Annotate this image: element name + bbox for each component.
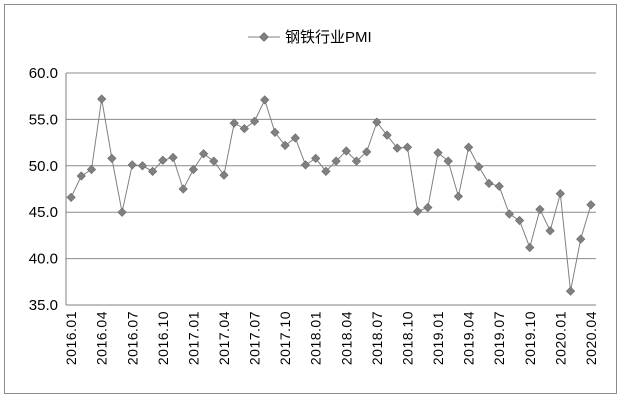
x-tick-label: 2019.10 xyxy=(522,311,538,365)
legend-marker-icon xyxy=(259,32,269,42)
data-point-marker xyxy=(413,206,423,216)
series-line xyxy=(70,98,592,292)
data-point-marker xyxy=(290,133,300,143)
data-point-marker xyxy=(321,166,331,176)
data-point-marker xyxy=(504,209,514,219)
x-tick-label: 2016.07 xyxy=(124,311,140,365)
x-tick-label: 2017.04 xyxy=(216,311,232,365)
data-point-marker xyxy=(158,155,168,165)
data-point-marker xyxy=(280,140,290,151)
x-tick-label: 2016.10 xyxy=(155,311,171,365)
x-tick-label: 2018.04 xyxy=(338,311,354,365)
data-point-marker xyxy=(300,160,311,170)
data-point-marker xyxy=(117,207,127,217)
x-tick-label: 2017.01 xyxy=(185,311,201,365)
data-point-marker xyxy=(239,124,249,134)
data-point-marker xyxy=(341,146,351,156)
data-point-marker xyxy=(168,152,178,163)
data-point-marker xyxy=(209,156,219,166)
data-point-marker xyxy=(178,184,188,194)
chart-frame xyxy=(4,4,617,394)
x-tick-label: 2017.07 xyxy=(247,311,263,365)
x-tick-labels: 2016.01 2016.04 2016.07 2016.10 2017.01 2017.… xyxy=(63,311,599,365)
data-point-marker xyxy=(443,156,453,166)
data-point-marker xyxy=(188,164,199,175)
data-point-marker xyxy=(127,160,137,170)
data-point-marker xyxy=(382,130,392,140)
data-point-marker xyxy=(402,142,413,152)
data-point-marker xyxy=(362,147,372,157)
x-tick-label: 2018.07 xyxy=(369,311,385,365)
y-tick-label: 35.0 xyxy=(29,297,58,314)
data-point-marker xyxy=(576,234,586,244)
x-tick-label: 2016.01 xyxy=(63,311,79,365)
x-tick-label: 2019.04 xyxy=(461,311,477,365)
x-tick-label: 2020.04 xyxy=(583,311,599,365)
data-point-marker xyxy=(494,181,504,191)
data-point-marker xyxy=(86,164,97,175)
legend: 钢铁行业PMI xyxy=(248,29,372,46)
data-point-marker xyxy=(514,215,525,226)
data-point-marker xyxy=(137,161,148,171)
data-point-marker xyxy=(260,95,270,105)
y-tick-label: 40.0 xyxy=(29,251,58,268)
y-tick-label: 50.0 xyxy=(29,158,58,175)
data-point-marker xyxy=(270,127,280,138)
x-tick-label: 2019.01 xyxy=(430,311,446,365)
data-point-marker xyxy=(555,189,565,199)
data-point-marker xyxy=(219,170,229,180)
y-tick-label: 60.0 xyxy=(29,65,58,82)
data-point-marker xyxy=(565,286,576,296)
data-point-marker xyxy=(433,148,443,158)
y-tick-labels: 35.0 40.0 45.0 50.0 55.0 60.0 xyxy=(29,65,58,314)
data-point-marker xyxy=(484,178,494,189)
data-point-marker xyxy=(97,94,107,104)
data-point-marker xyxy=(423,202,433,213)
data-point-marker xyxy=(453,191,464,202)
data-point-marker xyxy=(351,156,362,166)
data-point-marker xyxy=(525,242,535,253)
data-point-marker xyxy=(372,117,382,127)
y-tick-label: 55.0 xyxy=(29,111,58,128)
series-line-group xyxy=(70,98,592,292)
x-tick-label: 2017.10 xyxy=(277,311,293,365)
x-tick-label: 2018.01 xyxy=(308,311,324,365)
x-tick-label: 2020.01 xyxy=(552,311,568,365)
data-point-marker xyxy=(586,200,596,210)
series-markers xyxy=(66,94,596,296)
legend-label: 钢铁行业PMI xyxy=(285,29,372,46)
data-point-marker xyxy=(474,162,484,172)
data-point-marker xyxy=(148,166,158,176)
x-tick-label: 2018.10 xyxy=(399,311,415,365)
data-point-marker xyxy=(545,226,555,236)
data-point-marker xyxy=(392,143,402,153)
data-point-marker xyxy=(76,171,86,181)
data-point-marker xyxy=(249,116,260,126)
data-point-marker xyxy=(535,204,545,215)
x-tick-label: 2016.04 xyxy=(94,311,110,365)
y-tick-label: 45.0 xyxy=(29,204,58,221)
data-point-marker xyxy=(229,118,239,128)
data-point-marker xyxy=(463,142,474,152)
data-point-marker xyxy=(198,149,209,159)
data-point-marker xyxy=(311,153,321,164)
data-point-marker xyxy=(331,156,341,166)
data-point-marker xyxy=(107,153,117,164)
data-point-marker xyxy=(66,192,76,202)
axes xyxy=(65,73,596,306)
x-tick-label: 2019.07 xyxy=(491,311,507,365)
